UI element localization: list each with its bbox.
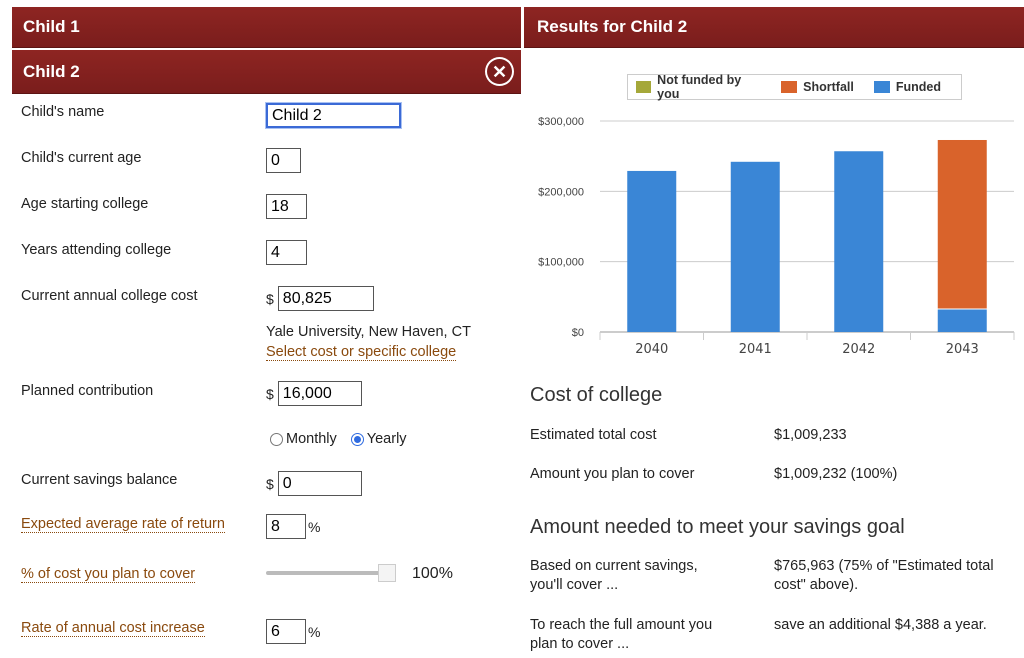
- bar-chart: $0 $100,000 $200,000 $300,000 2040 2041 2042 20…: [538, 116, 1015, 357]
- bar-funded: [730, 161, 780, 332]
- bar-funded: [834, 151, 884, 332]
- start-age-input[interactable]: [266, 194, 307, 219]
- x-tick-label: 2041: [739, 342, 772, 357]
- plan-cover-label: Amount you plan to cover: [530, 466, 695, 482]
- plan-cover-value: $1,009,232 (100%): [774, 466, 898, 482]
- age-field: [266, 148, 301, 173]
- input-panel: Child 1 Child 2 ✕ Child's name Child's c…: [12, 7, 521, 658]
- slider-thumb[interactable]: [378, 564, 396, 582]
- years-input[interactable]: [266, 240, 307, 265]
- cost-label: Current annual college cost: [21, 288, 198, 304]
- results-title: Results for Child 2: [537, 17, 688, 36]
- return-unit: %: [308, 518, 321, 535]
- name-input[interactable]: [266, 103, 401, 128]
- legend-funded: Funded: [873, 80, 941, 94]
- savings-input[interactable]: [277, 471, 362, 496]
- monthly-label[interactable]: Monthly: [286, 431, 337, 447]
- cover-label-link[interactable]: % of cost you plan to cover: [21, 566, 196, 583]
- age-label: Child's current age: [21, 150, 142, 166]
- select-college-link[interactable]: Select cost or specific college: [266, 344, 457, 361]
- reach-label: To reach the full amount you plan to cov…: [530, 617, 713, 652]
- increase-field: %: [266, 619, 320, 644]
- contribution-input[interactable]: [277, 381, 362, 406]
- return-field: %: [266, 514, 320, 539]
- x-tick-label: 2043: [946, 342, 979, 357]
- years-label: Years attending college: [21, 242, 172, 258]
- child2-title: Child 2: [23, 61, 80, 81]
- start-age-label: Age starting college: [21, 196, 149, 212]
- bar-shortfall: [937, 139, 987, 309]
- savings-currency: $: [266, 475, 274, 492]
- cost-section-title: Cost of college: [530, 384, 663, 406]
- bar-funded: [627, 170, 677, 332]
- cover-value: 100%: [412, 565, 453, 582]
- based-label: Based on current savings, you'll cover .…: [530, 558, 698, 593]
- y-tick-label: $300,000: [538, 116, 584, 128]
- increase-input[interactable]: [266, 619, 306, 644]
- start-age-field: [266, 194, 307, 219]
- child2-header[interactable]: Child 2 ✕: [12, 50, 521, 94]
- name-field: [266, 103, 401, 128]
- cost-input[interactable]: [277, 286, 374, 311]
- legend-not-funded: Not funded by you: [636, 73, 761, 101]
- child1-title: Child 1: [23, 17, 80, 36]
- legend-swatch-funded: [873, 81, 890, 93]
- years-field: [266, 240, 307, 265]
- slider-track: [266, 571, 384, 575]
- close-icon[interactable]: ✕: [485, 57, 514, 86]
- savings-field: $: [266, 471, 362, 496]
- cost-currency: $: [266, 290, 274, 307]
- monthly-radio[interactable]: [270, 432, 283, 446]
- contribution-field: $: [266, 381, 362, 406]
- results-panel: Results for Child 2 Not funded by you Sh…: [524, 7, 1024, 658]
- legend-shortfall: Shortfall: [781, 80, 854, 94]
- increase-unit: %: [308, 623, 321, 640]
- x-tick-label: 2040: [635, 342, 668, 357]
- increase-label-link[interactable]: Rate of annual cost increase: [21, 620, 205, 637]
- contribution-currency: $: [266, 385, 274, 402]
- age-input[interactable]: [266, 148, 301, 173]
- cost-field: $: [266, 286, 374, 311]
- reach-value: save an additional $4,388 a year.: [774, 617, 987, 633]
- cover-slider[interactable]: [266, 564, 396, 582]
- child1-header[interactable]: Child 1: [12, 7, 521, 48]
- legend-swatch-not-funded: [636, 81, 652, 93]
- return-label-link[interactable]: Expected average rate of return: [21, 516, 225, 533]
- x-tick-label: 2042: [842, 342, 875, 357]
- y-tick-label: $200,000: [538, 186, 584, 198]
- yearly-radio[interactable]: [350, 432, 364, 446]
- results-header: Results for Child 2: [524, 7, 1024, 48]
- contribution-label: Planned contribution: [21, 383, 154, 399]
- savings-label: Current savings balance: [21, 472, 178, 488]
- college-name: Yale University, New Haven, CT: [266, 324, 471, 340]
- chart-legend: Not funded by you Shortfall Funded: [627, 73, 962, 101]
- est-total-value: $1,009,233: [774, 427, 847, 443]
- name-label: Child's name: [21, 104, 105, 120]
- y-tick-label: $100,000: [538, 257, 584, 269]
- y-tick-label: $0: [572, 327, 584, 339]
- legend-swatch-shortfall: [781, 81, 798, 93]
- return-input[interactable]: [266, 514, 306, 539]
- est-total-label: Estimated total cost: [530, 427, 657, 443]
- bar-funded: [937, 309, 987, 332]
- goal-section-title: Amount needed to meet your savings goal: [530, 516, 905, 538]
- based-value: $765,963 (75% of "Estimated total cost" …: [774, 558, 994, 593]
- yearly-label[interactable]: Yearly: [366, 431, 407, 447]
- frequency-radios: Monthly Yearly: [270, 431, 407, 447]
